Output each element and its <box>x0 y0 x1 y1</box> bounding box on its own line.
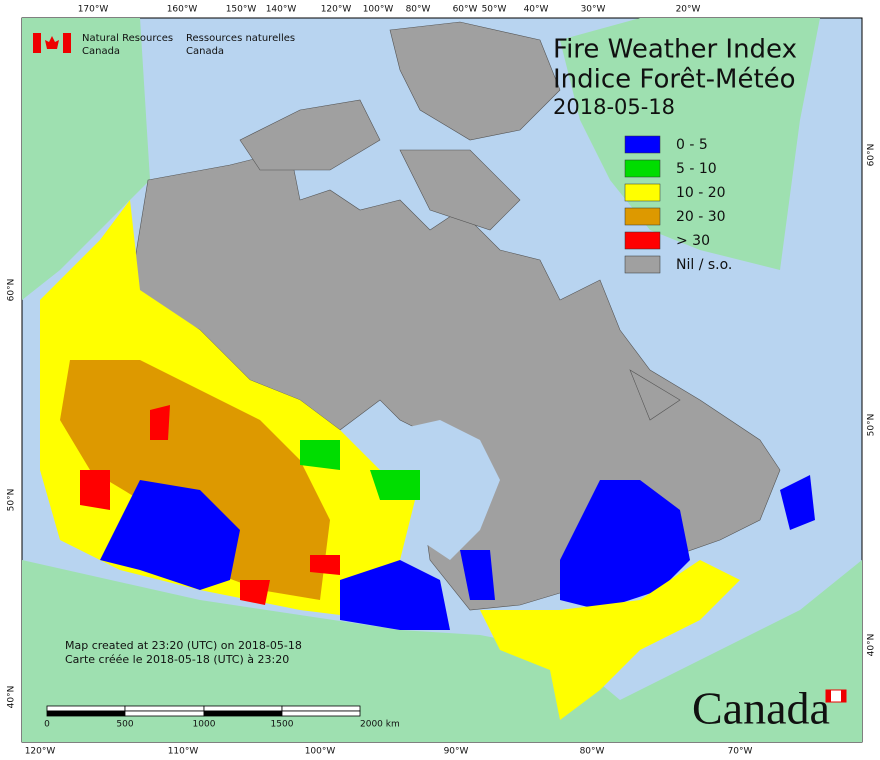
latitude-label: 40°N <box>7 686 17 709</box>
scale-segment <box>46 710 126 717</box>
longitude-label: 160°W <box>167 5 198 15</box>
map-credit: Map created at 23:20 (UTC) on 2018-05-18 <box>65 639 302 652</box>
org-name-en: Canada <box>82 46 120 57</box>
org-name-en: Natural Resources <box>82 33 173 44</box>
legend-swatch <box>624 231 661 250</box>
org-name-fr: Ressources naturelles <box>186 33 295 44</box>
legend-swatch <box>624 183 661 202</box>
longitude-label: 120°W <box>25 747 56 757</box>
scale-label: 2000 km <box>360 720 400 730</box>
scale-segment <box>281 705 361 712</box>
longitude-label: 60°W <box>453 5 478 15</box>
map-title: Indice Forêt-Météo <box>553 65 796 95</box>
legend-label: 0 - 5 <box>676 137 708 153</box>
scale-label: 0 <box>44 720 50 730</box>
legend-label: > 30 <box>676 233 710 249</box>
scale-label: 1000 <box>193 720 216 730</box>
scale-segment <box>124 705 205 712</box>
scale-segment <box>203 710 283 717</box>
map-date: 2018-05-18 <box>553 95 675 119</box>
longitude-label: 40°W <box>524 5 549 15</box>
legend-label: 20 - 30 <box>676 209 726 225</box>
longitude-label: 30°W <box>581 5 606 15</box>
longitude-label: 170°W <box>78 5 109 15</box>
legend-swatch <box>624 255 661 274</box>
wordmark-flag-bar <box>826 690 831 702</box>
fire-weather-zones <box>40 200 815 720</box>
longitude-label: 140°W <box>266 5 297 15</box>
latitude-label: 50°N <box>867 414 877 437</box>
longitude-label: 110°W <box>168 747 199 757</box>
scale-label: 500 <box>116 720 133 730</box>
legend-label: 10 - 20 <box>676 185 726 201</box>
scale-segment <box>203 705 283 712</box>
map-credit: Carte créée le 2018-05-18 (UTC) à 23:20 <box>65 653 289 666</box>
map-title: Fire Weather Index <box>553 35 797 65</box>
latitude-label: 60°N <box>7 279 17 302</box>
flag-leaf <box>45 36 59 49</box>
scale-label: 1500 <box>271 720 294 730</box>
scale-segment <box>46 705 126 712</box>
longitude-label: 120°W <box>321 5 352 15</box>
latitude-label: 40°N <box>867 634 877 657</box>
flag-bar <box>33 33 41 53</box>
longitude-label: 70°W <box>728 747 753 757</box>
latitude-label: 50°N <box>7 489 17 512</box>
legend-label: 5 - 10 <box>676 161 717 177</box>
scale-segment <box>281 710 361 717</box>
legend-swatch <box>624 207 661 226</box>
legend-swatch <box>624 135 661 154</box>
longitude-label: 80°W <box>580 747 605 757</box>
org-name-fr: Canada <box>186 46 224 57</box>
flag-bar <box>63 33 71 53</box>
longitude-label: 90°W <box>444 747 469 757</box>
longitude-label: 100°W <box>363 5 394 15</box>
legend-label: Nil / s.o. <box>676 257 732 273</box>
wordmark-flag-bar <box>841 690 846 702</box>
longitude-label: 20°W <box>676 5 701 15</box>
longitude-label: 150°W <box>226 5 257 15</box>
longitude-label: 80°W <box>406 5 431 15</box>
legend-swatch <box>624 159 661 178</box>
longitude-label: 50°W <box>482 5 507 15</box>
longitude-label: 100°W <box>305 747 336 757</box>
canada-wordmark: Canada <box>692 683 830 734</box>
scale-segment <box>124 710 205 717</box>
latitude-label: 60°N <box>867 144 877 167</box>
